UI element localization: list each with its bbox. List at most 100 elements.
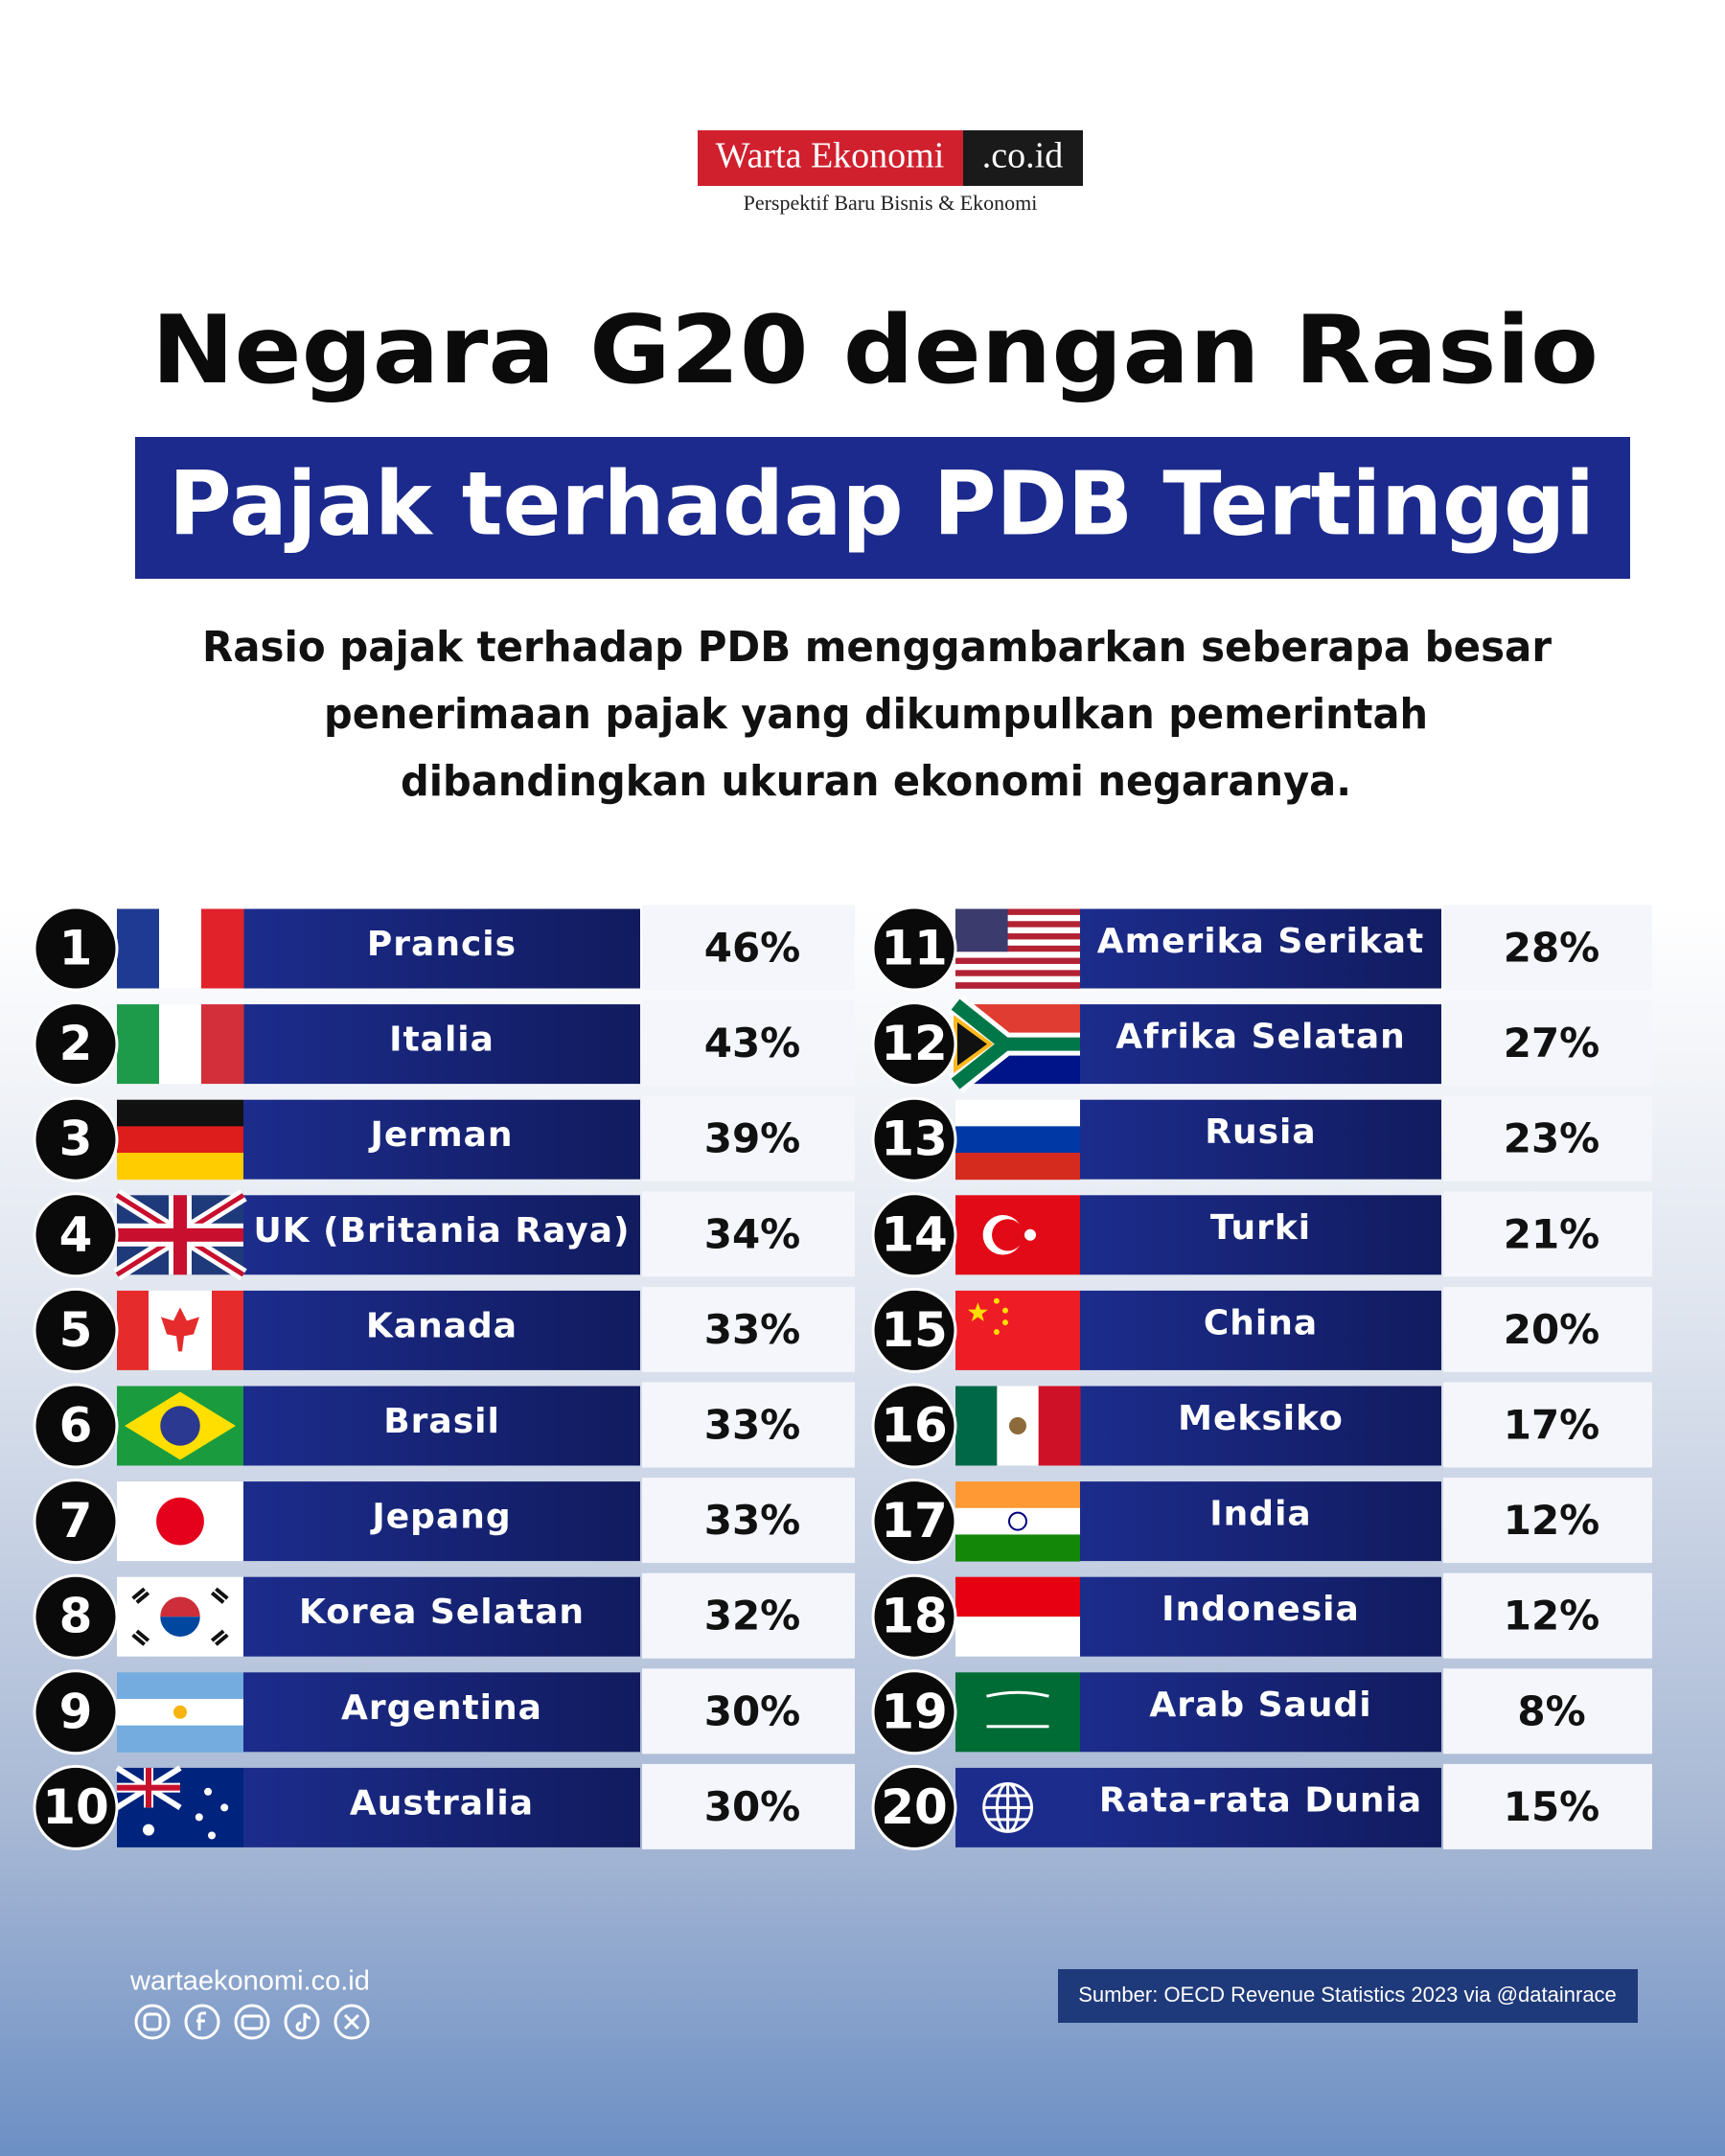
logo-name: Warta Ekonomi [716,136,945,176]
flag-part [161,1307,199,1352]
icon-instagram[interactable] [134,2004,171,2040]
value-box [642,1382,855,1468]
value-box [1443,905,1652,991]
logo: Warta Ekonomi .co.id Perspektif Baru Bis… [698,130,1083,215]
rank-badge [871,906,957,992]
row: 7 Jepang 33% [33,1478,855,1565]
value-box [1443,1191,1652,1277]
flag-part [955,914,1080,922]
row: 9 Argentina 30% [33,1668,855,1755]
row: 8 Korea Selatan 32% [33,1572,855,1660]
flag-part [955,982,1080,989]
flag [113,1189,247,1281]
rank: 8 [59,1589,93,1644]
flag-part [117,1153,243,1181]
icon-tiktok[interactable] [284,2004,320,2040]
flag-part [993,1297,1000,1304]
country-bar [1080,1576,1441,1657]
country: Jepang [369,1498,511,1537]
country: Rata-rata Dunia [1099,1780,1422,1820]
flag-part [955,1481,1080,1509]
row: 18 Indonesia 12% [871,1572,1652,1660]
rank: 20 [881,1779,948,1835]
value: 39% [704,1115,801,1162]
value-box [1443,1095,1652,1181]
flag-part [117,1672,243,1700]
icon-x[interactable] [334,2004,370,2040]
country: Rusia [1205,1112,1316,1152]
flag-part [955,1617,1080,1657]
icon-facebook[interactable] [184,2004,220,2040]
country-bar [1080,1386,1441,1466]
flag [117,1576,243,1657]
flag-part [955,1290,1080,1370]
flag-part [117,1004,160,1085]
flag-part [156,1497,204,1546]
flag-part [160,1406,200,1446]
flag-part [955,1386,998,1466]
flag-part [117,1099,243,1127]
flag [117,908,244,989]
flag-part [210,1587,229,1604]
flag [955,1672,1080,1753]
row: 13 Rusia 23% [871,1095,1652,1182]
flag-part [955,1126,1080,1154]
value-box [642,1000,855,1087]
row: 19 Arab Saudi 8% [871,1668,1652,1755]
flag-part [993,1329,1000,1336]
icon-youtube[interactable] [234,2004,270,2040]
flag [955,1386,1081,1466]
value: 33% [704,1402,801,1449]
value: 33% [704,1497,801,1544]
flag [117,1099,243,1181]
value-box [642,905,855,991]
rank: 18 [881,1589,948,1644]
source: Sumber: OECD Revenue Statistics 2023 via… [1078,1983,1617,2007]
rank-badge [33,1764,119,1850]
flag-part [1038,1386,1081,1466]
value-box [1443,1763,1652,1849]
flag-part [955,1534,1080,1562]
flag-part [955,963,1080,971]
rank-badge [871,1573,957,1660]
rank-badge [871,1383,957,1469]
rank: 7 [59,1493,93,1548]
flag-part [1002,1319,1008,1326]
country-bar [243,1386,640,1466]
flag-part [117,1227,243,1242]
value: 46% [704,925,801,972]
rank: 3 [59,1112,93,1167]
country-bar [243,1576,640,1657]
country-bar [243,1672,640,1753]
website: wartaekonomi.co.id [129,1966,370,1997]
country: Prancis [367,925,517,964]
row: 15 China 20% [871,1286,1652,1373]
flag [117,1481,243,1562]
flag-part [967,1302,988,1321]
rank: 6 [59,1398,93,1454]
country: Indonesia [1162,1590,1360,1629]
value-box [1443,1382,1652,1468]
flag [117,1004,244,1085]
flag-part [208,1831,216,1840]
rank-badge [33,1669,119,1755]
rank: 16 [881,1398,948,1454]
flag-part [1008,1511,1027,1531]
flag-part [983,1783,1032,1832]
rank: 9 [59,1684,93,1739]
country-bar [1080,1004,1441,1085]
flag [117,1672,243,1753]
flag-part [955,927,1080,934]
country-bar [243,908,640,989]
flag-part [955,975,1080,983]
country: Australia [350,1783,534,1823]
country-bar [1080,1195,1441,1275]
rank: 17 [881,1493,948,1548]
country: Jerman [368,1115,514,1155]
value-box [642,1286,855,1372]
row: 1 Prancis 46% [33,905,855,992]
rank-badge [33,1001,119,1088]
flag-part [143,1823,154,1836]
rank: 2 [59,1016,93,1071]
flag-part [117,1126,243,1154]
